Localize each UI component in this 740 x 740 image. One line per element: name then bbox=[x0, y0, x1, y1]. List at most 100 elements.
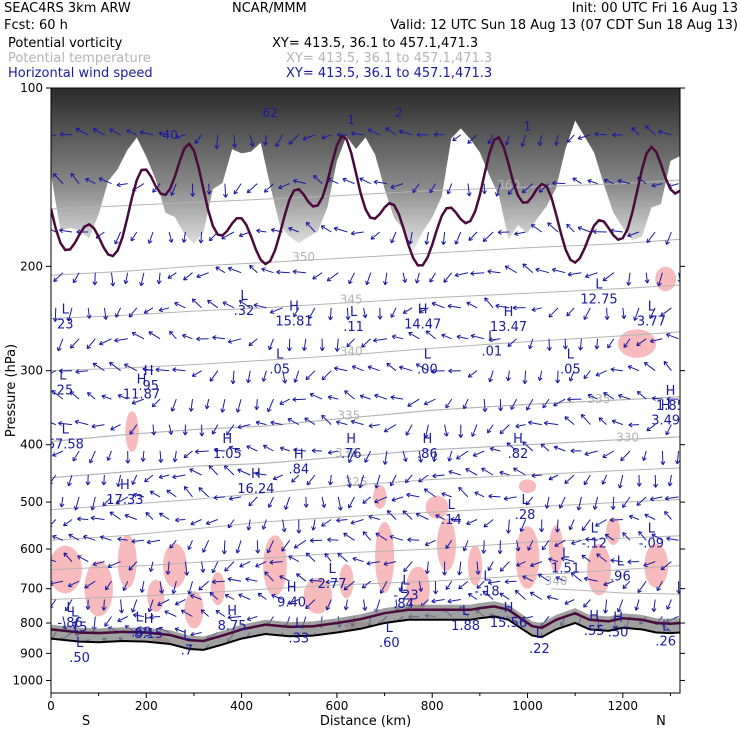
wind-vector bbox=[665, 424, 672, 436]
wind-vector bbox=[636, 496, 647, 506]
wind-vector bbox=[248, 496, 258, 507]
low-marker: L bbox=[595, 278, 603, 293]
wind-vector bbox=[235, 398, 242, 413]
wind-vector bbox=[151, 424, 157, 436]
pv-shading-blob bbox=[184, 591, 204, 629]
high-marker: H bbox=[589, 609, 599, 624]
wind-vector bbox=[343, 599, 349, 611]
wind-vector bbox=[174, 627, 186, 633]
wind-vector bbox=[415, 363, 429, 372]
wind-vector bbox=[168, 424, 174, 435]
wind-vector bbox=[200, 561, 206, 573]
wind-vector bbox=[131, 474, 138, 486]
wind-vector bbox=[531, 307, 542, 312]
wind-vector bbox=[382, 450, 388, 465]
wind-vector bbox=[106, 450, 112, 461]
wind-vector bbox=[386, 362, 397, 372]
wind-vector bbox=[288, 134, 300, 145]
wind-vector bbox=[346, 338, 355, 348]
wind-vector bbox=[487, 269, 501, 275]
wind-vector bbox=[367, 365, 380, 372]
high-value-label: 16.24 bbox=[237, 482, 274, 497]
upper-value-label: 1 bbox=[347, 113, 355, 127]
wind-vector bbox=[183, 272, 193, 281]
wind-vector bbox=[172, 474, 186, 480]
wind-vector bbox=[577, 226, 591, 233]
wind-vector bbox=[117, 394, 128, 400]
wind-vector bbox=[261, 267, 274, 274]
low-marker: L bbox=[662, 620, 670, 635]
wind-vector bbox=[336, 517, 348, 523]
wind-vector bbox=[85, 474, 91, 486]
wind-vector bbox=[89, 450, 96, 464]
low-value-label: .01 bbox=[481, 344, 502, 359]
wind-vector bbox=[374, 474, 381, 489]
wind-vector bbox=[433, 581, 439, 595]
wind-vector bbox=[601, 474, 608, 485]
wind-vector bbox=[181, 231, 187, 243]
wind-vector bbox=[72, 450, 80, 462]
wind-vector bbox=[246, 519, 252, 531]
theta-contour bbox=[51, 179, 680, 210]
wind-vector bbox=[309, 578, 323, 584]
wind-vector bbox=[266, 540, 274, 554]
wind-vector bbox=[271, 593, 283, 600]
wind-vector bbox=[660, 561, 672, 571]
wind-vector bbox=[664, 510, 672, 520]
wind-vector bbox=[666, 536, 679, 542]
wind-vector bbox=[641, 450, 647, 462]
wind-vector bbox=[53, 272, 64, 282]
wind-vector bbox=[385, 127, 397, 136]
wind-vector bbox=[611, 419, 623, 426]
wind-vector bbox=[433, 132, 445, 138]
wind-vector bbox=[69, 338, 80, 349]
wind-vector bbox=[506, 442, 517, 452]
wind-vector bbox=[658, 129, 672, 136]
low-marker: L bbox=[562, 547, 570, 562]
wind-vector bbox=[190, 519, 202, 526]
wind-vector bbox=[267, 398, 274, 413]
wind-vector bbox=[528, 338, 534, 350]
wind-vector bbox=[554, 134, 560, 146]
wind-vector bbox=[612, 132, 623, 138]
wind-vector bbox=[505, 370, 511, 382]
wind-vector bbox=[389, 474, 397, 487]
low-value-label: .84 bbox=[393, 597, 414, 612]
wind-vector bbox=[633, 307, 640, 321]
wind-vector bbox=[447, 303, 461, 309]
wind-vector bbox=[503, 496, 517, 501]
x-tick-label: 1200 bbox=[608, 699, 639, 713]
wind-vector bbox=[424, 561, 430, 575]
wind-vector bbox=[664, 495, 679, 501]
wind-vector bbox=[305, 599, 316, 610]
high-value-label: 11.87 bbox=[123, 387, 160, 402]
wind-vector bbox=[57, 338, 64, 352]
wind-vector bbox=[403, 561, 413, 573]
wind-vector bbox=[191, 370, 202, 377]
wind-vector bbox=[542, 398, 550, 409]
high-marker: H bbox=[504, 601, 514, 616]
wind-vector bbox=[423, 488, 436, 498]
wind-vector bbox=[321, 496, 327, 508]
wind-vector bbox=[362, 496, 372, 504]
wind-vector bbox=[146, 539, 161, 545]
wind-vector bbox=[90, 496, 96, 511]
low-marker: L bbox=[567, 347, 575, 362]
wind-vector bbox=[255, 420, 267, 426]
low-value-label: 12.75 bbox=[580, 293, 617, 308]
wind-vector bbox=[580, 413, 591, 425]
wind-vector bbox=[293, 370, 300, 383]
wind-vector bbox=[636, 390, 647, 400]
wind-vector bbox=[450, 516, 461, 522]
wind-vector bbox=[51, 450, 64, 457]
wind-vector bbox=[68, 533, 80, 541]
wind-vector bbox=[350, 519, 364, 525]
wind-vector bbox=[610, 558, 623, 563]
high-marker: H bbox=[287, 581, 297, 596]
wind-vector bbox=[92, 128, 105, 136]
wind-vector bbox=[67, 474, 73, 487]
wind-vector bbox=[390, 307, 397, 318]
wind-vector bbox=[456, 450, 469, 460]
wind-vector bbox=[583, 599, 591, 608]
wind-vector bbox=[348, 496, 355, 509]
